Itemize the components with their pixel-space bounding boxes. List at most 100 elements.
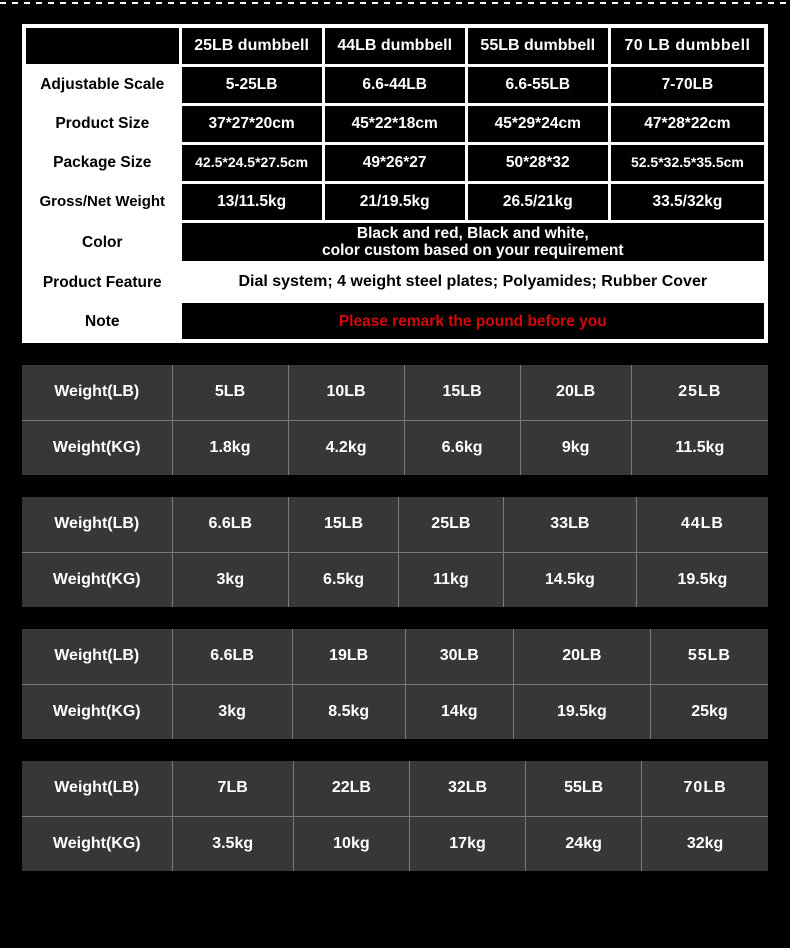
spec-header-55lb: 55LB dumbbell	[468, 28, 608, 64]
weight-table: Weight(LB) 5LB 10LB 15LB 20LB 25LB Weigh…	[22, 365, 768, 475]
weight-cell: 6.6LB	[172, 497, 289, 552]
spec-table: 25LB dumbbell 44LB dumbbell 55LB dumbbel…	[22, 24, 768, 343]
weight-cell: 55LB	[526, 761, 642, 816]
content-wrap: 25LB dumbbell 44LB dumbbell 55LB dumbbel…	[0, 24, 790, 871]
weight-cell: 9kg	[520, 420, 631, 475]
spec-cell: 33.5/32kg	[611, 184, 764, 220]
weight-label: Weight(LB)	[22, 629, 172, 684]
weight-cell: 33LB	[503, 497, 636, 552]
weight-cell: 10LB	[288, 365, 404, 420]
weight-cell: 6.5kg	[289, 552, 399, 607]
weight-cell: 22LB	[293, 761, 409, 816]
spec-cell: 52.5*32.5*35.5cm	[611, 145, 764, 181]
weight-cell: 1.8kg	[172, 420, 288, 475]
weight-cell: 19LB	[292, 629, 405, 684]
spec-cell: 7-70LB	[611, 67, 764, 103]
spec-color-line1: Black and red, Black and white,	[357, 225, 589, 242]
weight-row-kg: Weight(KG) 1.8kg 4.2kg 6.6kg 9kg 11.5kg	[22, 420, 768, 475]
spec-cell: 49*26*27	[325, 145, 465, 181]
weight-cell: 32LB	[409, 761, 525, 816]
spec-row-product-size: Product Size 37*27*20cm 45*22*18cm 45*29…	[26, 106, 764, 142]
weight-row-lb: Weight(LB) 6.6LB 15LB 25LB 33LB 44LB	[22, 497, 768, 552]
weight-label: Weight(LB)	[22, 497, 172, 552]
spec-header-70lb: 70 LB dumbbell	[611, 28, 764, 64]
weight-cell: 7LB	[172, 761, 293, 816]
spec-cell: 21/19.5kg	[325, 184, 465, 220]
spec-header-44lb: 44LB dumbbell	[325, 28, 465, 64]
spec-header-row: 25LB dumbbell 44LB dumbbell 55LB dumbbel…	[26, 28, 764, 64]
weight-cell: 19.5kg	[636, 552, 768, 607]
weight-table: Weight(LB) 6.6LB 15LB 25LB 33LB 44LB Wei…	[22, 497, 768, 607]
weight-cell: 14.5kg	[503, 552, 636, 607]
weight-cell: 3kg	[172, 552, 289, 607]
weight-cell: 15LB	[404, 365, 520, 420]
weight-row-kg: Weight(KG) 3kg 8.5kg 14kg 19.5kg 25kg	[22, 684, 768, 739]
spec-row-color: Color Black and red, Black and white, co…	[26, 223, 764, 261]
spec-cell: 6.6-44LB	[325, 67, 465, 103]
spec-header-blank	[26, 28, 179, 64]
spec-cell: 5-25LB	[182, 67, 322, 103]
weight-table: Weight(LB) 6.6LB 19LB 30LB 20LB 55LB Wei…	[22, 629, 768, 739]
weight-block-25: Weight(LB) 5LB 10LB 15LB 20LB 25LB Weigh…	[22, 365, 768, 475]
spec-row-scale: Adjustable Scale 5-25LB 6.6-44LB 6.6-55L…	[26, 67, 764, 103]
weight-label: Weight(KG)	[22, 552, 172, 607]
weight-cell: 20LB	[513, 629, 650, 684]
spec-cell: 50*28*32	[468, 145, 608, 181]
spec-note-cell: Please remark the pound before you	[182, 303, 764, 339]
spec-label: Gross/Net Weight	[26, 184, 179, 220]
weight-cell: 15LB	[289, 497, 399, 552]
weight-label: Weight(LB)	[22, 761, 172, 816]
weight-label: Weight(KG)	[22, 684, 172, 739]
spec-header-25lb: 25LB dumbbell	[182, 28, 322, 64]
weight-cell: 25LB	[398, 497, 503, 552]
spec-cell: 47*28*22cm	[611, 106, 764, 142]
weight-cell-max: 70LB	[642, 761, 768, 816]
weight-row-lb: Weight(LB) 7LB 22LB 32LB 55LB 70LB	[22, 761, 768, 816]
spec-label: Note	[26, 303, 179, 339]
spec-cell: 45*22*18cm	[325, 106, 465, 142]
weight-block-70: Weight(LB) 7LB 22LB 32LB 55LB 70LB Weigh…	[22, 761, 768, 871]
weight-cell: 19.5kg	[513, 684, 650, 739]
spec-cell: 13/11.5kg	[182, 184, 322, 220]
spec-color-line2: color custom based on your requirement	[322, 242, 623, 259]
weight-cell: 3kg	[172, 684, 292, 739]
weight-cell: 5LB	[172, 365, 288, 420]
weight-cell: 11.5kg	[631, 420, 768, 475]
weight-cell: 4.2kg	[288, 420, 404, 475]
weight-label: Weight(KG)	[22, 816, 172, 871]
spec-row-weight: Gross/Net Weight 13/11.5kg 21/19.5kg 26.…	[26, 184, 764, 220]
spec-cell: 6.6-55LB	[468, 67, 608, 103]
weight-cell-max: 55LB	[650, 629, 768, 684]
weight-label: Weight(LB)	[22, 365, 172, 420]
weight-cell: 10kg	[293, 816, 409, 871]
weight-label: Weight(KG)	[22, 420, 172, 475]
weight-cell: 11kg	[398, 552, 503, 607]
weight-cell-max: 44LB	[636, 497, 768, 552]
weight-cell: 3.5kg	[172, 816, 293, 871]
spec-cell: 45*29*24cm	[468, 106, 608, 142]
spec-cell: 26.5/21kg	[468, 184, 608, 220]
spec-label: Color	[26, 223, 179, 261]
weight-row-lb: Weight(LB) 6.6LB 19LB 30LB 20LB 55LB	[22, 629, 768, 684]
spec-row-note: Note Please remark the pound before you	[26, 303, 764, 339]
weight-cell: 8.5kg	[292, 684, 405, 739]
spec-cell: 42.5*24.5*27.5cm	[182, 145, 322, 181]
spec-feature-cell: Dial system; 4 weight steel plates; Poly…	[182, 264, 764, 300]
weight-cell: 6.6kg	[404, 420, 520, 475]
weight-cell: 30LB	[405, 629, 513, 684]
dashed-divider	[0, 0, 790, 6]
spec-cell: 37*27*20cm	[182, 106, 322, 142]
spec-row-feature: Product Feature Dial system; 4 weight st…	[26, 264, 764, 300]
weight-table: Weight(LB) 7LB 22LB 32LB 55LB 70LB Weigh…	[22, 761, 768, 871]
weight-cell: 6.6LB	[172, 629, 292, 684]
spec-label: Package Size	[26, 145, 179, 181]
spec-label: Product Size	[26, 106, 179, 142]
weight-cell: 24kg	[526, 816, 642, 871]
weight-row-kg: Weight(KG) 3.5kg 10kg 17kg 24kg 32kg	[22, 816, 768, 871]
weight-cell: 17kg	[409, 816, 525, 871]
spec-color-cell: Black and red, Black and white, color cu…	[182, 223, 764, 261]
weight-cell: 32kg	[642, 816, 768, 871]
weight-cell-max: 25LB	[631, 365, 768, 420]
spec-label: Adjustable Scale	[26, 67, 179, 103]
weight-row-kg: Weight(KG) 3kg 6.5kg 11kg 14.5kg 19.5kg	[22, 552, 768, 607]
